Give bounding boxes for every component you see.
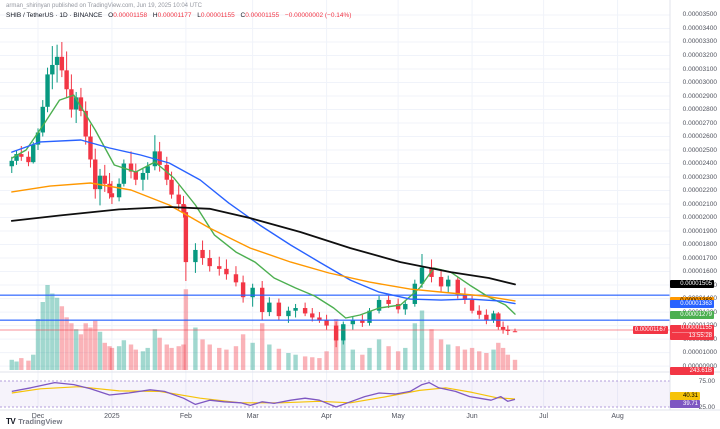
high-label: H bbox=[152, 12, 158, 19]
symbol-title: SHIB / TetherUS · 1D · BINANCE bbox=[6, 12, 103, 19]
high-value: 0.00001177 bbox=[157, 12, 192, 19]
attribution-line: arman_shirinyan published on TradingView… bbox=[6, 3, 203, 9]
symbol-ohlc-line: SHIB / TetherUS · 1D · BINANCE O0.000011… bbox=[6, 12, 351, 19]
tradingview-logo[interactable]: TV TradingView bbox=[6, 417, 62, 426]
change-value: −0.00000002 (−0.14%) bbox=[284, 12, 352, 19]
tradingview-logo-mark: TV bbox=[6, 417, 16, 426]
open-value: 0.00001158 bbox=[113, 12, 148, 19]
close-label: C bbox=[240, 12, 246, 19]
time-axis[interactable] bbox=[0, 410, 720, 429]
open-label: O bbox=[108, 12, 114, 19]
low-value: 0.00001155 bbox=[200, 12, 235, 19]
price-axis[interactable] bbox=[670, 0, 720, 410]
low-label: L bbox=[197, 12, 201, 19]
close-value: 0.00001155 bbox=[245, 12, 280, 19]
tradingview-logo-text: TradingView bbox=[18, 417, 63, 426]
